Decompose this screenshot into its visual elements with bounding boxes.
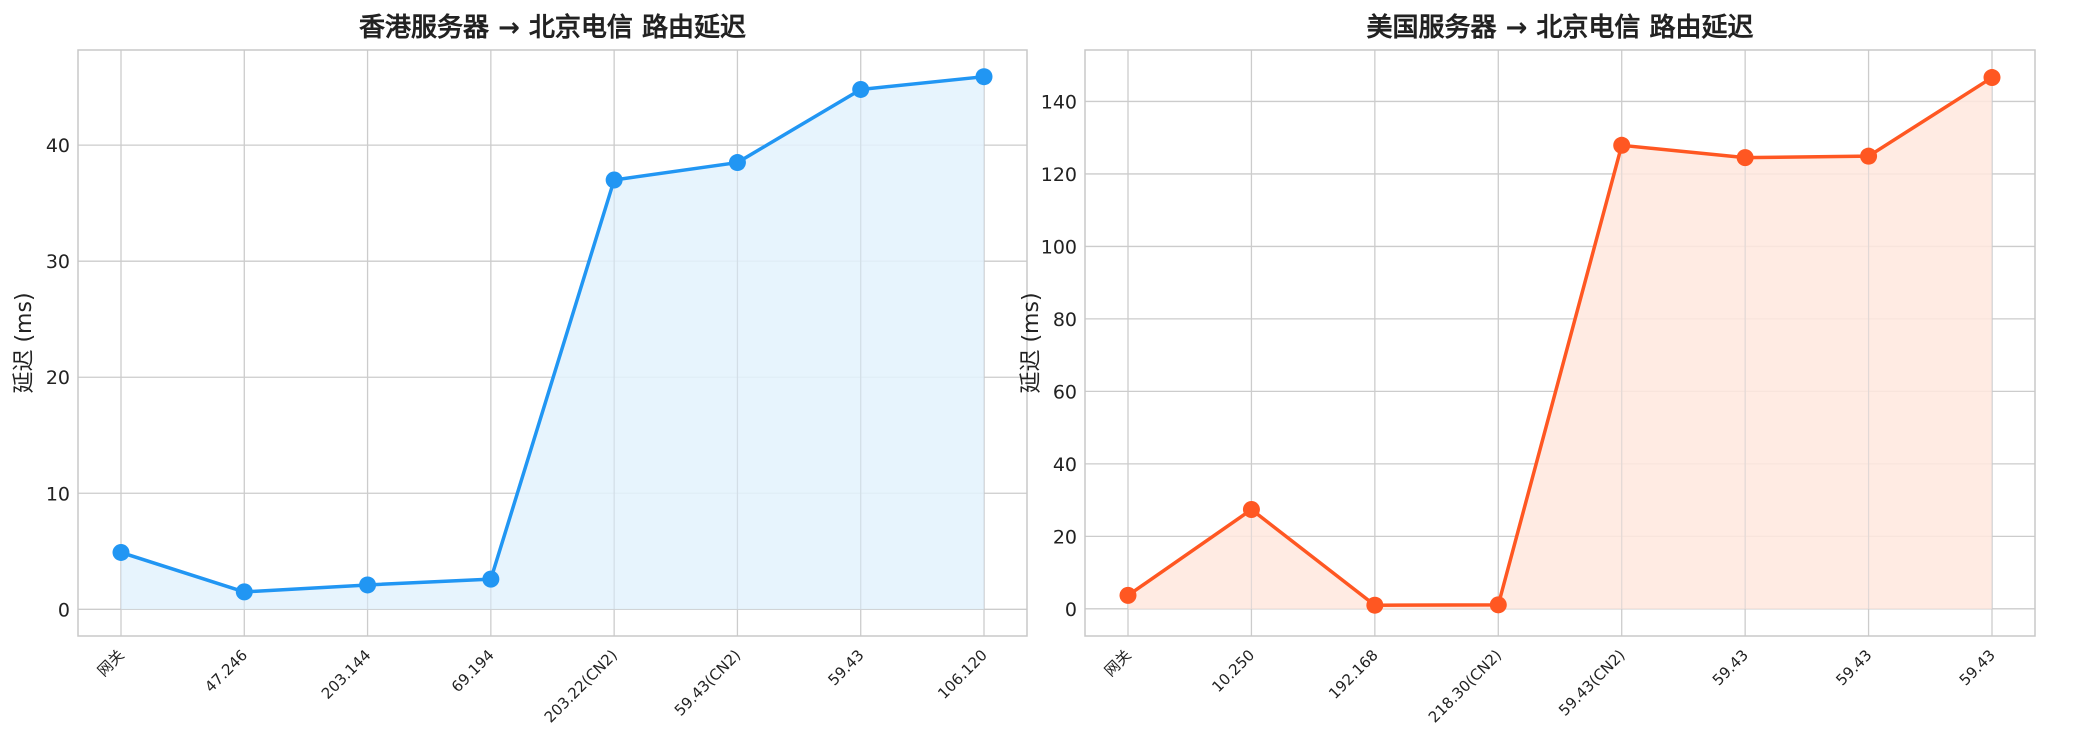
x-tick-label: 59.43	[1709, 646, 1752, 689]
y-tick-label: 140	[1041, 91, 1077, 113]
data-point	[235, 583, 253, 601]
x-tick-label: 网关	[1101, 646, 1135, 680]
y-tick-label: 10	[46, 483, 70, 505]
data-point	[605, 171, 623, 189]
data-point	[1242, 501, 1260, 519]
series-line	[1127, 76, 1993, 607]
y-tick-label: 40	[1053, 454, 1077, 476]
y-tick-label: 0	[1065, 599, 1077, 621]
data-point	[1860, 147, 1878, 165]
data-point	[975, 68, 993, 86]
plot-frame	[1084, 49, 2036, 637]
y-tick-label: 20	[46, 367, 70, 389]
x-tick-label: 59.43	[1956, 646, 1999, 689]
y-tick-label: 30	[46, 251, 70, 273]
series-line	[120, 74, 985, 594]
y-tick-label: 100	[1041, 236, 1077, 258]
area-fill	[1128, 77, 1992, 609]
data-point	[482, 570, 500, 588]
y-tick-label: 20	[1053, 526, 1077, 548]
y-tick-label: 40	[46, 135, 70, 157]
data-point	[852, 80, 870, 98]
data-point	[1489, 596, 1507, 614]
data-point	[1613, 136, 1631, 154]
data-point	[359, 576, 377, 594]
y-axis-label: 延迟 (ms)	[12, 292, 37, 393]
data-point	[1736, 149, 1754, 167]
y-axis-label: 延迟 (ms)	[1019, 292, 1044, 393]
area-fill	[121, 76, 984, 610]
x-tick-label: 59.43(CN2)	[1555, 646, 1628, 719]
y-tick-label: 120	[1041, 164, 1077, 186]
chart-title: 美国服务器 → 北京电信 路由延迟	[1367, 12, 1754, 43]
x-tick-label: 218.30(CN2)	[1425, 646, 1505, 726]
data-point	[1983, 69, 2001, 87]
x-tick-label: 192.168	[1325, 646, 1382, 703]
y-tick-label: 0	[58, 599, 70, 621]
chart-title: 香港服务器 → 北京电信 路由延迟	[359, 12, 746, 43]
data-point	[1366, 596, 1384, 614]
y-tick-label: 80	[1053, 309, 1077, 331]
x-tick-label: 59.43	[1832, 646, 1875, 689]
data-point	[728, 154, 746, 172]
data-point	[1119, 586, 1137, 604]
x-tick-label: 10.250	[1208, 646, 1258, 696]
plot-frame	[77, 49, 1028, 637]
data-point	[112, 543, 130, 561]
y-tick-label: 60	[1053, 381, 1077, 403]
